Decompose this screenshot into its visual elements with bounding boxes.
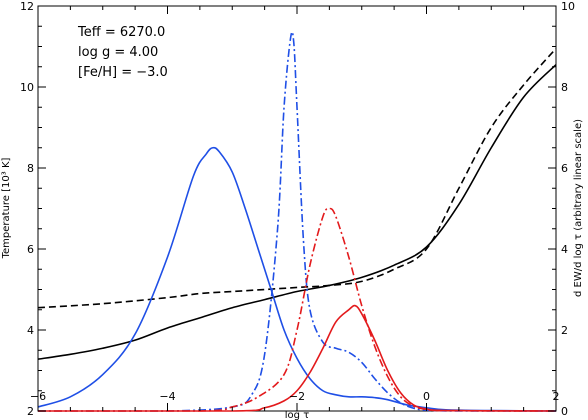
series-line-3	[37, 31, 556, 412]
series-layer	[37, 31, 557, 412]
series-line-1	[37, 47, 557, 309]
y-tick-label-right: 0	[561, 405, 568, 418]
y-tick-label-right: 8	[561, 81, 568, 94]
y-tick-label-left: 6	[27, 243, 34, 256]
y-tick-label-right: 10	[561, 0, 575, 13]
y-tick-label-left: 12	[20, 0, 34, 13]
y-tick-label-left: 10	[20, 81, 34, 94]
x-tick-label: 2	[553, 390, 560, 403]
annotation-logg: log g = 4.00	[78, 45, 158, 60]
y-tick-label-left: 8	[27, 162, 34, 175]
series-line-2	[37, 146, 557, 412]
y-tick-label-left: 2	[27, 405, 34, 418]
y-tick-label-right: 2	[561, 324, 568, 337]
series-line-5	[37, 304, 557, 412]
x-tick-label: −4	[159, 390, 175, 403]
x-tick-label: 0	[423, 390, 430, 403]
y-tick-label-right: 4	[561, 243, 568, 256]
x-axis-title: log τ	[285, 410, 309, 420]
y-axis-title-left: Temperature [10³ K]	[1, 158, 12, 260]
annotation-feh: [Fe/H] = −3.0	[78, 65, 168, 80]
y-tick-label-left: 4	[27, 324, 34, 337]
series-line-4	[37, 207, 557, 412]
annotation-teff: Teff = 6270.0	[77, 25, 165, 40]
y-tick-label-right: 6	[561, 162, 568, 175]
series-line-0	[37, 64, 557, 360]
x-tick-label: −6	[30, 390, 46, 403]
y-axis-title-right: d EW/d log τ (arbitrary linear scale)	[573, 119, 584, 297]
x-tick-label: −2	[289, 390, 305, 403]
